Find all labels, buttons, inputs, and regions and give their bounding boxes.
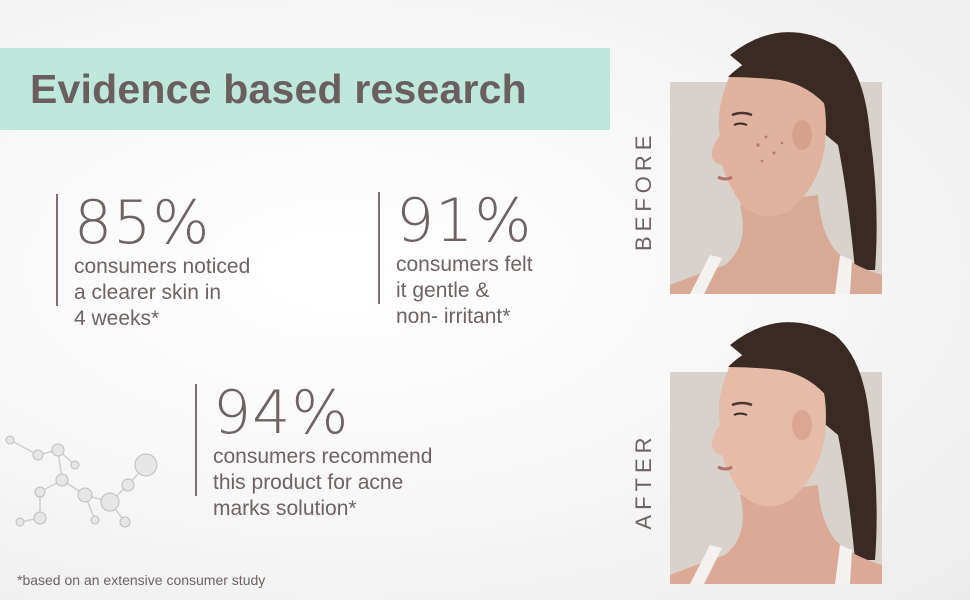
stat-value: 85% — [74, 188, 211, 258]
stat-description: consumers felt it gentle & non- irritant… — [396, 252, 533, 330]
stat-value: 91% — [396, 186, 533, 256]
stat-line: consumers recommend — [213, 445, 433, 468]
divider — [378, 192, 380, 304]
title-banner: Evidence based research — [0, 48, 610, 130]
after-label: AFTER — [631, 432, 656, 530]
stat-line: consumers noticed — [74, 255, 251, 278]
stat-value: 94% — [213, 378, 350, 448]
stat-line: this product for acne — [213, 471, 404, 494]
stat-description: consumers noticed a clearer skin in 4 we… — [74, 254, 250, 332]
stat-line: marks solution* — [213, 497, 357, 520]
page-title: Evidence based research — [30, 66, 527, 112]
after-portrait-image — [670, 322, 882, 584]
stat-line: it gentle & — [396, 279, 490, 302]
divider — [56, 194, 58, 306]
before-portrait-image — [670, 32, 882, 294]
stat-line: 4 weeks* — [74, 307, 160, 330]
before-label: BEFORE — [631, 130, 656, 251]
divider — [195, 384, 197, 496]
stat-line: non- irritant* — [396, 305, 511, 328]
stat-description: consumers recommend this product for acn… — [213, 444, 432, 522]
molecule-graphic — [5, 435, 158, 528]
stat-line: consumers felt — [396, 253, 533, 276]
stat-line: a clearer skin in — [74, 281, 222, 304]
footnote: *based on an extensive consumer study — [17, 572, 266, 588]
